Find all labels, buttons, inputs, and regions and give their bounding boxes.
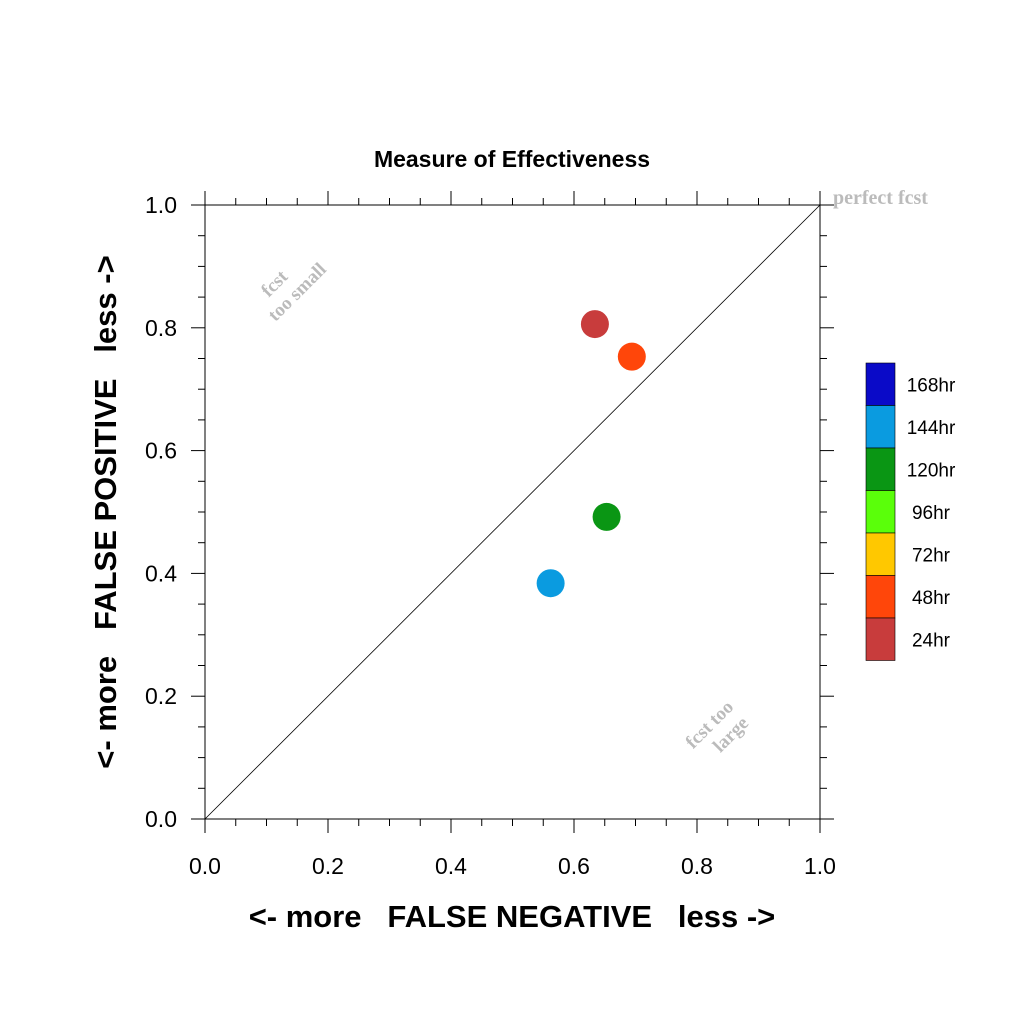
y-tick-label: 0.4 (145, 560, 177, 586)
legend-label-168hr: 168hr (907, 375, 956, 396)
legend-swatch-120hr (865, 447, 896, 491)
legend-swatch-144hr (865, 405, 896, 449)
point-120hr (592, 502, 621, 531)
y-tick-label: 1.0 (145, 192, 177, 218)
chart-title: Measure of Effectiveness (374, 146, 650, 172)
legend-label-48hr: 48hr (912, 588, 951, 609)
perfect-forecast-line (204, 204, 821, 820)
legend-label-24hr: 24hr (912, 630, 951, 651)
legend-label-144hr: 144hr (907, 418, 956, 439)
legend-swatch-72hr (865, 532, 896, 576)
x-axis-label: <- more FALSE NEGATIVE less -> (249, 899, 776, 934)
y-axis-label: <- more FALSE POSITIVE less -> (88, 255, 123, 768)
legend-swatch-24hr (865, 617, 896, 661)
data-points (536, 310, 646, 598)
annotation-too-large: fcst too large (682, 697, 753, 757)
axis-ticks (191, 191, 834, 833)
x-tick-label: 0.2 (312, 853, 344, 879)
y-tick-label: 0.8 (145, 315, 177, 341)
axis-tick-labels: 0.0 0.2 0.4 0.6 0.8 1.0 0.0 0.2 0.4 0.6 0.8 1.0 (145, 192, 836, 879)
point-48hr (617, 342, 646, 371)
legend-swatch-168hr (865, 362, 896, 406)
y-tick-label: 0.6 (145, 438, 177, 464)
x-tick-label: 0.6 (558, 853, 590, 879)
legend: 168hr 144hr 120hr 96hr 72hr 48hr 24hr (865, 362, 956, 661)
x-tick-label: 1.0 (804, 853, 836, 879)
y-tick-label: 0.0 (145, 806, 177, 832)
legend-label-96hr: 96hr (912, 503, 951, 524)
point-24hr (580, 310, 609, 339)
x-tick-label: 0.4 (435, 853, 467, 879)
x-tick-label: 0.8 (681, 853, 713, 879)
legend-swatch-48hr (865, 575, 896, 619)
legend-label-120hr: 120hr (907, 460, 956, 481)
legend-swatch-96hr (865, 490, 896, 534)
annotation-too-small: fcst too small (257, 259, 330, 326)
legend-label-72hr: 72hr (912, 545, 951, 566)
x-tick-label: 0.0 (189, 853, 221, 879)
annotation-perfect-fcst: perfect fcst (833, 187, 928, 209)
point-144hr (536, 569, 565, 598)
y-tick-label: 0.2 (145, 683, 177, 709)
